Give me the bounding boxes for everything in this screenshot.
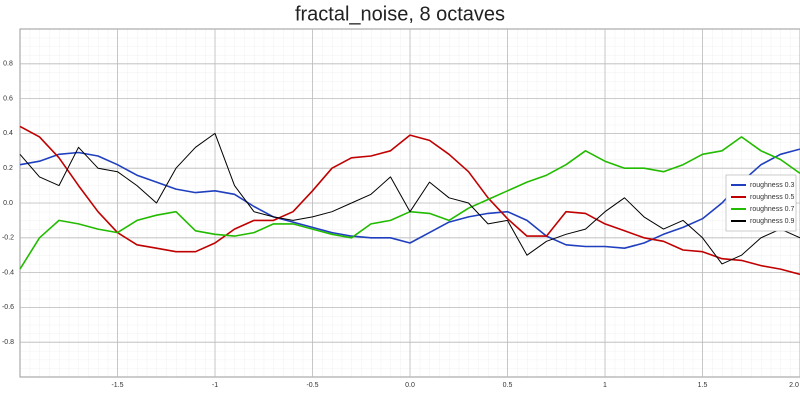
y-tick-label: -0.2: [2, 235, 14, 242]
legend-label: roughness 0.9: [750, 218, 794, 225]
x-tick-label: 2.0: [789, 382, 799, 389]
series-line: [19, 125, 800, 276]
y-tick-label: 0.2: [3, 165, 13, 172]
legend-label: roughness 0.5: [750, 194, 794, 201]
x-tick-label: 1.5: [698, 382, 708, 389]
series-line: [19, 132, 800, 265]
y-tick-label: 0.0: [3, 200, 13, 207]
x-tick-label: 1: [603, 382, 607, 389]
lines-layer: [19, 125, 800, 276]
x-tick-label: 0.0: [405, 382, 415, 389]
x-tick-label: -1.5: [111, 382, 123, 389]
grid-layer: -0.8 -0.6 -0.4 -0.2 0.0 0.2 0.4 0.6 0.8 -1.5 -1 -0.…: [2, 29, 800, 389]
y-tick-label: -0.4: [2, 269, 14, 276]
x-tick-label: 0.5: [503, 382, 513, 389]
legend-label: roughness 0.7: [750, 206, 794, 213]
x-tick-label: -0.5: [306, 382, 318, 389]
y-tick-label: -0.6: [2, 304, 14, 311]
y-tick-label: -0.8: [2, 339, 14, 346]
y-tick-label: 0.8: [3, 61, 13, 68]
legend: roughness 0.3 roughness 0.5 roughness 0.7 r…: [725, 174, 797, 232]
x-tick-label: -1: [212, 382, 218, 389]
chart-title: fractal_noise, 8 octaves: [295, 3, 505, 25]
legend-label: roughness 0.3: [750, 182, 794, 189]
series-line: [19, 148, 800, 249]
y-tick-label: 0.6: [3, 95, 13, 102]
y-tick-label: 0.4: [3, 130, 13, 137]
